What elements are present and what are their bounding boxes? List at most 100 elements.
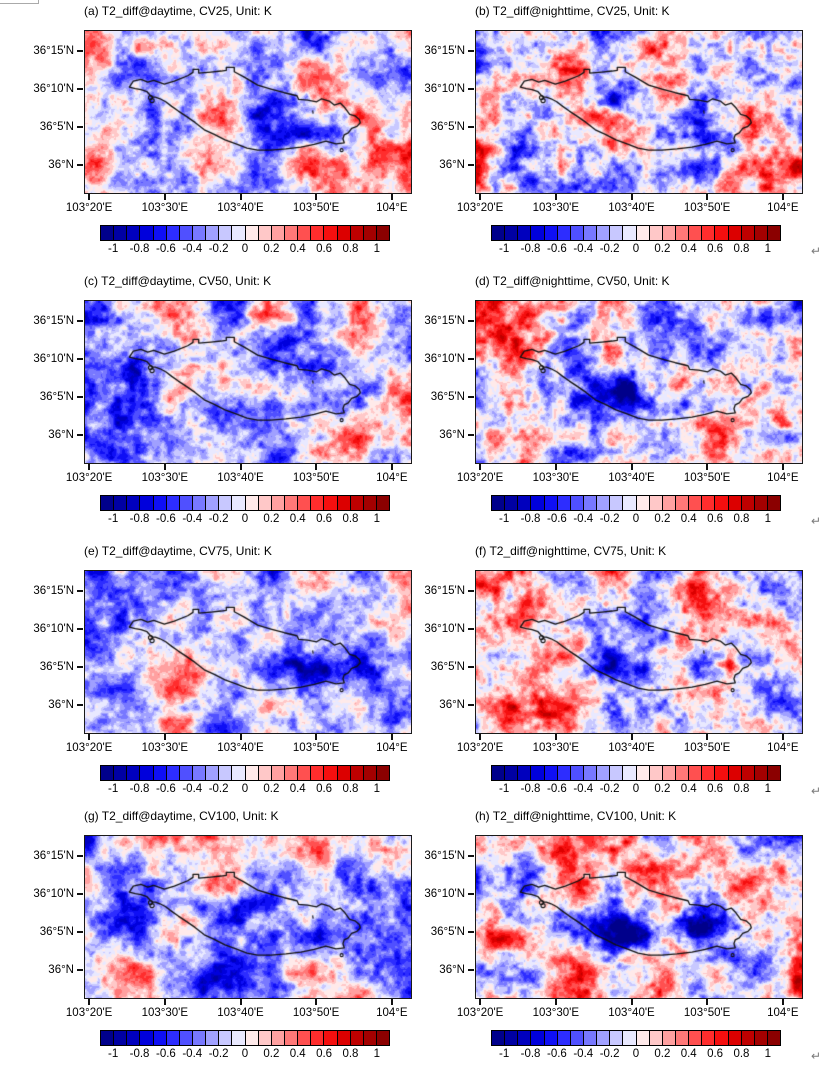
- colorbar-tick-label: -0.2: [208, 243, 229, 255]
- map-area: [475, 570, 803, 734]
- lon-tick: [239, 999, 242, 1005]
- colorbar-cell: [727, 225, 742, 241]
- colorbar-cell: [139, 765, 154, 781]
- colorbar-cell: [113, 495, 128, 511]
- colorbar-cell: [297, 765, 312, 781]
- colorbar-tick-label: 0.6: [707, 1048, 724, 1060]
- colorbar-cell: [714, 1030, 729, 1046]
- colorbar-tick-label: -0.6: [546, 243, 567, 255]
- lon-tick: [479, 464, 482, 470]
- lat-tick-label: 36°5'N: [430, 661, 465, 674]
- lat-tick-label: 36°5'N: [39, 926, 74, 939]
- lat-tick-label: 36°10'N: [33, 83, 74, 96]
- colorbar-cell: [270, 225, 285, 241]
- colorbar-cell: [688, 1030, 703, 1046]
- colorbar-cell: [257, 225, 272, 241]
- colorbar-tick-label: 1: [373, 1048, 381, 1060]
- lat-tick-label: 36°5'N: [430, 926, 465, 939]
- colorbar-tick-label: 0.2: [654, 243, 671, 255]
- colorbar-cell: [336, 765, 351, 781]
- lon-tick: [163, 999, 166, 1005]
- lon-tick: [706, 464, 709, 470]
- colorbar-cell: [139, 495, 154, 511]
- colorbar-tick-label: 0.6: [707, 513, 724, 525]
- lon-tick-label: 103°20'E: [65, 1007, 113, 1019]
- lat-tick-label: 36°15'N: [424, 850, 465, 863]
- colorbar-cell: [218, 225, 233, 241]
- lon-tick: [706, 734, 709, 740]
- colorbar-cell: [569, 1030, 584, 1046]
- map-area: [475, 300, 803, 464]
- map-area: [84, 570, 412, 734]
- lat-tick-label: 36°10'N: [424, 888, 465, 901]
- panel-b: (b) T2_diff@nighttime, CV25, Unit: K 36°…: [413, 0, 825, 268]
- lon-tick: [630, 999, 633, 1005]
- colorbar-cell: [310, 225, 325, 241]
- lon-tick-label: 104°E: [376, 1007, 408, 1019]
- lat-tick: [468, 50, 474, 53]
- colorbar-tick-label: -0.2: [208, 783, 229, 795]
- colorbar-cell: [375, 225, 391, 241]
- colorbar-tick-label: 0.4: [680, 243, 697, 255]
- colorbar-cell: [609, 495, 624, 511]
- colorbar-tick-label: -0.6: [155, 513, 176, 525]
- lat-tick-label: 36°15'N: [33, 850, 74, 863]
- colorbar-tick-label: -0.2: [599, 513, 620, 525]
- colorbar-cell: [491, 765, 506, 781]
- colorbar-cell: [257, 495, 272, 511]
- colorbar-tick-label: -1: [108, 783, 119, 795]
- lat-tick: [468, 969, 474, 972]
- colorbar-cell: [753, 765, 768, 781]
- lon-tick-label: 103°30'E: [532, 742, 580, 754]
- colorbar-tick-label: 0: [241, 243, 249, 255]
- colorbar-cell: [297, 495, 312, 511]
- colorbar-cell: [270, 1030, 285, 1046]
- colorbar-cell: [362, 225, 377, 241]
- colorbar-cell: [152, 1030, 167, 1046]
- colorbar-cell: [596, 225, 611, 241]
- lon-tick-label: 103°20'E: [456, 1007, 504, 1019]
- lon-tick-label: 103°50'E: [292, 472, 340, 484]
- colorbar-tick-label: 0.8: [733, 513, 750, 525]
- colorbar-cell: [218, 1030, 233, 1046]
- colorbar-cell: [740, 495, 755, 511]
- colorbar-cell: [727, 495, 742, 511]
- colorbar-cell: [582, 495, 598, 511]
- colorbar-cell: [556, 765, 571, 781]
- colorbar-cell: [517, 765, 532, 781]
- temperature-field-canvas: [85, 836, 411, 998]
- colorbar: [491, 765, 782, 781]
- colorbar-cell: [113, 225, 128, 241]
- colorbar-cell: [556, 495, 571, 511]
- colorbar-tick-label: 0.8: [342, 513, 359, 525]
- colorbar-tick-label: -0.8: [520, 1048, 541, 1060]
- colorbar-cell: [648, 495, 663, 511]
- colorbar-cell: [530, 225, 545, 241]
- lat-tick-label: 36°N: [439, 429, 465, 442]
- colorbar-tick-label: 0.6: [707, 243, 724, 255]
- colorbar-cell: [218, 765, 233, 781]
- colorbar-cell: [635, 225, 650, 241]
- lat-tick-label: 36°10'N: [33, 623, 74, 636]
- colorbar: [491, 225, 782, 241]
- colorbar-tick-label: -0.6: [155, 783, 176, 795]
- colorbar-cell: [205, 1030, 220, 1046]
- colorbar-cell: [701, 1030, 716, 1046]
- colorbar-cell: [622, 765, 637, 781]
- colorbar-cell: [504, 1030, 519, 1046]
- colorbar-tick-label: 0: [241, 1048, 249, 1060]
- colorbar-tick-label: 0.4: [289, 243, 306, 255]
- colorbar-cell: [323, 495, 338, 511]
- colorbar-cell: [530, 495, 545, 511]
- colorbar-cell: [323, 225, 338, 241]
- colorbar-cell: [753, 1030, 768, 1046]
- colorbar-cell: [270, 495, 285, 511]
- colorbar-cell: [674, 765, 690, 781]
- colorbar-tick-label: -0.2: [208, 1048, 229, 1060]
- colorbar-tick-label: 1: [764, 783, 772, 795]
- lat-tick: [77, 931, 83, 934]
- lon-tick-label: 104°E: [767, 1007, 799, 1019]
- colorbar-cell: [126, 1030, 141, 1046]
- colorbar-cell: [178, 495, 193, 511]
